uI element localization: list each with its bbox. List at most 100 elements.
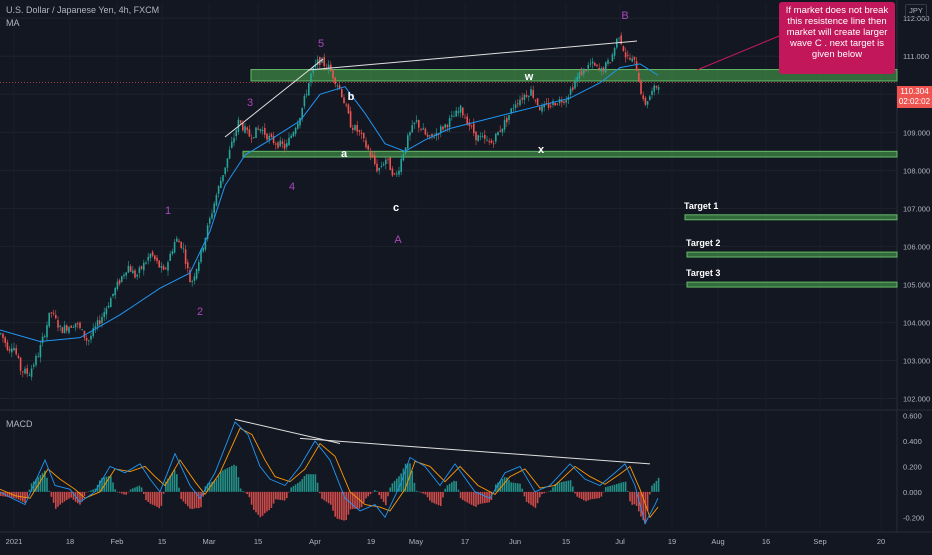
macd-histogram-bar	[160, 491, 163, 506]
macd-histogram-bar	[349, 491, 352, 510]
macd-histogram-bar	[521, 488, 523, 492]
time-tick-label: Jul	[615, 537, 625, 546]
macd-histogram-bar	[200, 491, 202, 508]
macd-histogram-bar	[512, 482, 515, 492]
candle-body	[55, 314, 57, 319]
candle-body	[635, 61, 638, 71]
candle-body	[605, 62, 607, 73]
candle-body	[385, 159, 387, 165]
macd-tick-label: 0.000	[903, 488, 922, 497]
macd-histogram-bar	[387, 491, 389, 497]
macd-histogram-bar	[68, 491, 70, 499]
macd-histogram-bar	[435, 491, 438, 505]
macd-histogram-bar	[468, 491, 471, 504]
callout-pointer	[696, 33, 785, 71]
candle-body	[158, 260, 160, 268]
macd-histogram-bar	[451, 482, 453, 492]
candle-body	[525, 95, 528, 97]
candle-body	[72, 327, 75, 328]
candle-body	[501, 128, 504, 133]
macd-indicator-label[interactable]: MACD	[6, 419, 33, 429]
wave-label: 2	[197, 306, 203, 318]
candle-body	[88, 340, 90, 342]
macd-histogram-bar	[125, 491, 127, 495]
candle-body	[77, 323, 79, 325]
macd-histogram-bar	[77, 491, 79, 504]
macd-histogram-bar	[336, 491, 339, 519]
macd-histogram-bar	[589, 491, 592, 500]
candle-body	[220, 180, 222, 188]
candle-body	[169, 253, 171, 261]
macd-histogram-bar	[462, 491, 464, 501]
candle-body	[550, 105, 552, 107]
macd-histogram-bar	[334, 491, 336, 517]
candle-body	[83, 330, 86, 338]
candle-body	[206, 225, 209, 239]
macd-histogram-bar	[59, 491, 61, 505]
macd-histogram-bar	[622, 482, 625, 492]
candle-body	[633, 56, 636, 60]
macd-histogram-bar	[611, 485, 614, 492]
macd-histogram-bar	[48, 490, 50, 492]
candle-body	[200, 249, 202, 262]
currency-label[interactable]: JPY	[905, 4, 927, 18]
candle-body	[33, 364, 35, 367]
candle-body	[226, 158, 229, 168]
time-tick-label: 20	[877, 537, 885, 546]
macd-histogram-bar	[473, 491, 475, 507]
macd-histogram-bar	[303, 476, 306, 492]
candle-body	[349, 111, 352, 128]
macd-histogram-bar	[268, 491, 270, 511]
macd-histogram-bar	[30, 483, 33, 492]
candle-body	[294, 127, 297, 134]
candle-body	[479, 136, 482, 137]
macd-signal-line	[0, 427, 659, 519]
candle-body	[103, 312, 105, 318]
macd-histogram-bar	[530, 491, 532, 505]
candle-body	[129, 266, 132, 272]
macd-histogram-bar	[44, 470, 46, 492]
candle-body	[217, 186, 220, 194]
macd-histogram-bar	[151, 491, 154, 505]
candle-body	[523, 95, 526, 100]
macd-histogram-bar	[46, 477, 48, 492]
macd-histogram-bar	[479, 491, 482, 504]
candle-body	[374, 155, 376, 164]
ma-indicator-label[interactable]: MA	[6, 18, 20, 28]
macd-histogram-bar	[616, 484, 618, 492]
candle-body	[255, 127, 257, 138]
candle-body	[382, 164, 385, 166]
macd-histogram-bar	[376, 491, 378, 492]
candle-body	[253, 137, 255, 138]
macd-histogram-bar	[613, 484, 616, 492]
macd-histogram-bar	[246, 491, 248, 495]
macd-histogram-bar	[217, 475, 220, 492]
candle-body	[160, 265, 163, 268]
candle-body	[327, 64, 330, 70]
macd-histogram-bar	[171, 472, 174, 492]
candle-body	[99, 320, 101, 324]
wave-label: 3	[247, 97, 253, 109]
macd-histogram-bar	[55, 491, 57, 509]
macd-histogram-bar	[459, 491, 462, 499]
macd-histogram-bar	[191, 491, 193, 510]
time-tick-label: Mar	[203, 537, 216, 546]
macd-histogram-bar	[169, 475, 171, 492]
macd-histogram-bar	[72, 491, 75, 500]
symbol-title[interactable]: U.S. Dollar / Japanese Yen, 4h, FXCM	[6, 5, 160, 15]
candle-body	[431, 133, 433, 137]
candle-body	[591, 61, 594, 64]
candle-body	[402, 154, 405, 161]
time-tick-label: Apr	[309, 537, 321, 546]
candle-body	[332, 70, 334, 79]
time-tick-label: 19	[668, 537, 676, 546]
macd-histogram-bar	[374, 490, 376, 492]
candle-body	[569, 88, 572, 95]
candle-body	[39, 345, 42, 358]
candle-body	[602, 67, 605, 72]
candle-body	[314, 64, 317, 68]
candle-body	[629, 57, 631, 60]
macd-histogram-bar	[66, 491, 68, 500]
